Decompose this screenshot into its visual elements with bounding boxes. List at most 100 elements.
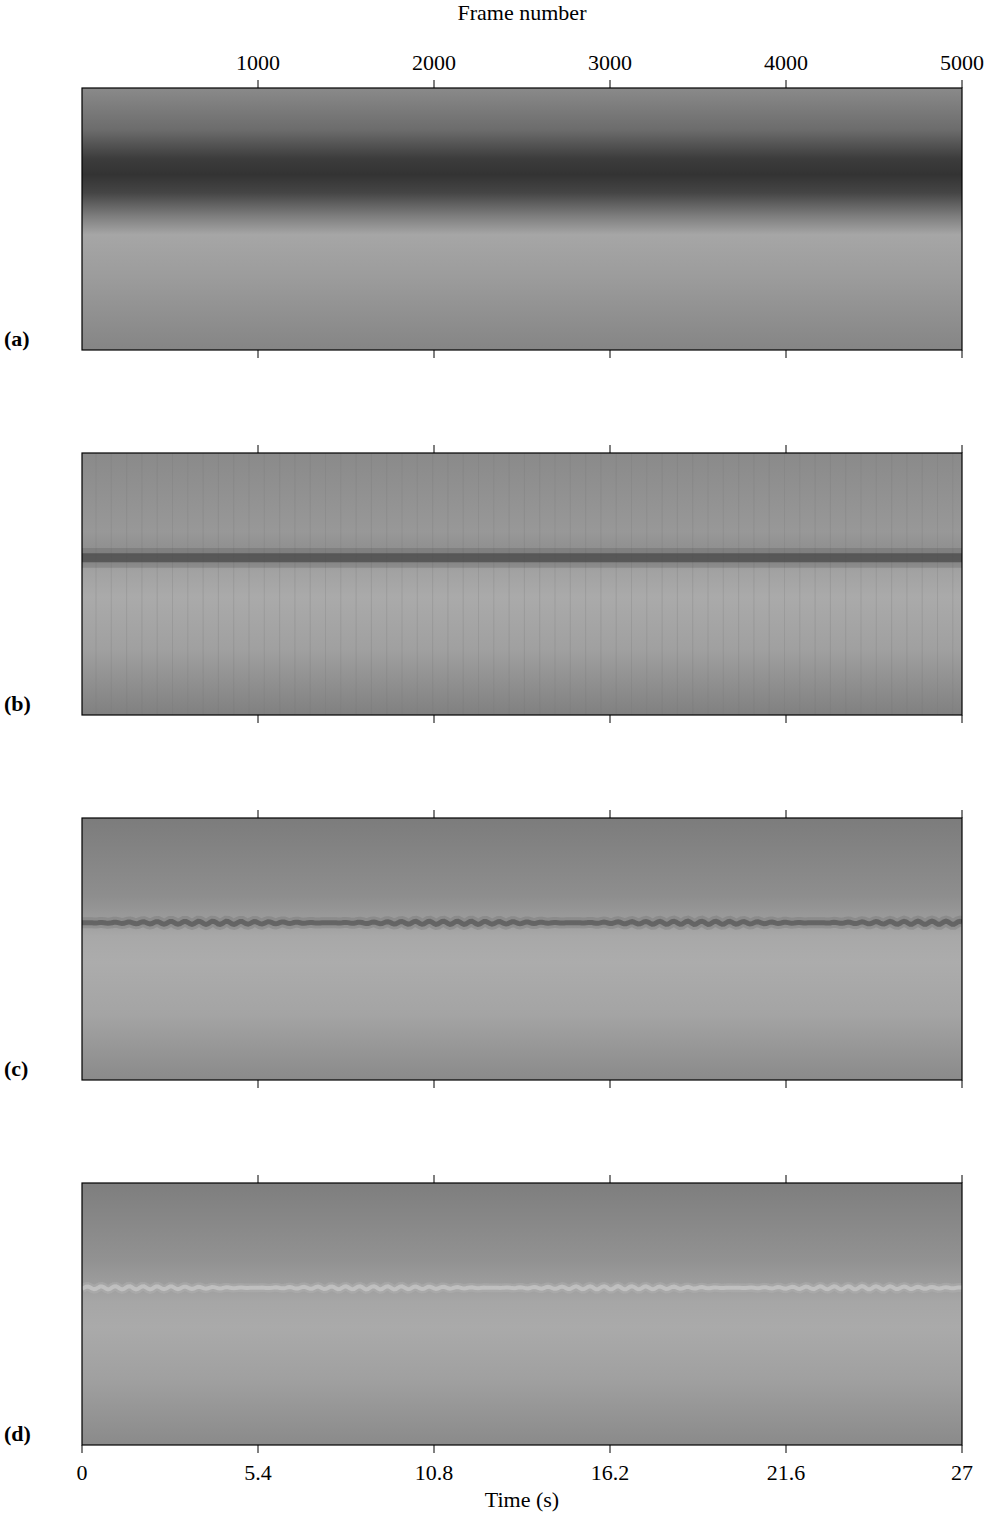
streak [830,453,831,715]
bottom-tick-label: 10.8 [415,1460,454,1485]
band-halo [82,548,962,568]
streak [203,453,204,715]
tick-mark [786,1175,787,1183]
tick-mark [258,715,259,723]
panel-frame [82,818,962,1080]
top-axis-title: Frame number [458,0,588,25]
tick-mark [610,1175,611,1183]
tick-mark [258,350,259,358]
streak [294,453,295,715]
panel-background [82,88,962,350]
panel-label: (a) [4,326,30,351]
streak [463,453,464,715]
top-tick-label: 4000 [764,50,808,75]
streak [386,453,387,715]
top-tick-label: 1000 [236,50,280,75]
band [82,921,962,924]
streak [799,453,800,715]
streak [692,453,693,715]
streak [524,453,525,715]
tick-mark [258,1175,259,1183]
streak [493,453,494,715]
streak [264,453,265,715]
streak [432,453,433,715]
tick-mark [962,445,963,453]
streak [570,453,571,715]
streak [600,453,601,715]
tick-mark [610,445,611,453]
tick-mark [962,1080,963,1088]
figure-svg: Frame number10002000300040005000(a)(b)(c… [0,0,993,1523]
bottom-tick-label: 5.4 [244,1460,272,1485]
tick-mark [434,1445,435,1453]
tick-mark [258,810,259,818]
streak [371,453,372,715]
streak [708,453,709,715]
panel-image [82,453,962,715]
tick-mark [258,445,259,453]
top-tick-label: 5000 [940,50,984,75]
tick-mark [434,350,435,358]
panel-image [82,1183,962,1445]
tick-mark [786,445,787,453]
tick-mark [786,1080,787,1088]
streak [279,453,280,715]
panel-background [82,1183,962,1445]
tick-mark [786,810,787,818]
streak [478,453,479,715]
band-halo [82,1286,962,1289]
tick-mark [610,1445,611,1453]
streak [539,453,540,715]
tick-mark [786,715,787,723]
streak [509,453,510,715]
tick-mark [82,1445,83,1453]
panel-label: (d) [4,1421,31,1446]
tick-mark [962,810,963,818]
streak [769,453,770,715]
streak [845,453,846,715]
bottom-tick-label: 16.2 [591,1460,630,1485]
panel-frame [82,88,962,350]
band [82,553,962,562]
streak [447,453,448,715]
panel-background [82,818,962,1080]
panel-label: (c) [4,1056,28,1081]
bottom-tick-label: 21.6 [767,1460,806,1485]
streak [861,453,862,715]
tick-mark [434,80,435,88]
band [82,1286,962,1289]
streak [616,453,617,715]
streak [157,453,158,715]
streak [249,453,250,715]
streak [356,453,357,715]
streak [96,453,97,715]
streak [784,453,785,715]
streak [952,453,953,715]
panel-image [82,88,962,350]
streak [417,453,418,715]
panel-frame [82,1183,962,1445]
streak [555,453,556,715]
streak [111,453,112,715]
tick-mark [610,810,611,818]
streak [585,453,586,715]
tick-mark [610,715,611,723]
streak [631,453,632,715]
tick-mark [434,1080,435,1088]
tick-mark [434,1175,435,1183]
tick-mark [962,80,963,88]
tick-mark [258,80,259,88]
streak [662,453,663,715]
tick-mark [962,715,963,723]
panel-label: (b) [4,691,31,716]
bottom-tick-label: 27 [951,1460,973,1485]
streak [141,453,142,715]
tick-mark [258,1445,259,1453]
streak [937,453,938,715]
streak [310,453,311,715]
streak [891,453,892,715]
streak [646,453,647,715]
top-tick-label: 2000 [412,50,456,75]
bottom-axis-title: Time (s) [485,1487,559,1512]
tick-mark [962,350,963,358]
